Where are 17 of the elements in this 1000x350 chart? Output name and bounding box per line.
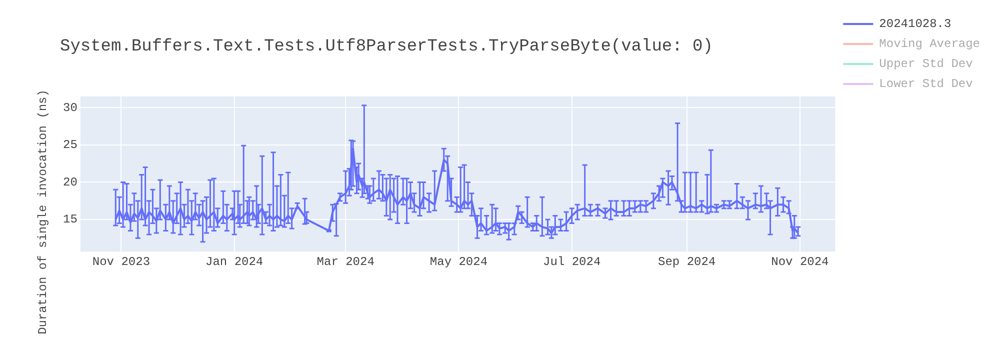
legend-label: Moving Average [879,37,980,52]
x-tick-label: Nov 2024 [771,254,829,269]
x-tick-label: Mar 2024 [316,254,374,269]
y-tick-label: 25 [62,138,78,152]
chart-title: System.Buffers.Text.Tests.Utf8ParserTests.TryParseByte(value: 0) [60,38,713,57]
y-tick-label: 30 [62,100,78,115]
x-tick-label: May 2024 [430,254,488,269]
legend-label: Lower Std Dev [879,77,973,92]
y-tick-label: 15 [62,212,78,227]
x-tick-label: Jul 2024 [543,254,601,269]
x-tick-label: Nov 2023 [92,254,150,269]
x-tick-label: Jan 2024 [206,254,264,269]
legend-label: 20241028.3 [879,17,952,32]
y-tick-label: 20 [62,175,78,190]
y-axis-title: Duration of single invocation (ns) [36,90,50,334]
x-tick-label: Sep 2024 [658,254,716,269]
legend-label: Upper Std Dev [879,57,973,72]
